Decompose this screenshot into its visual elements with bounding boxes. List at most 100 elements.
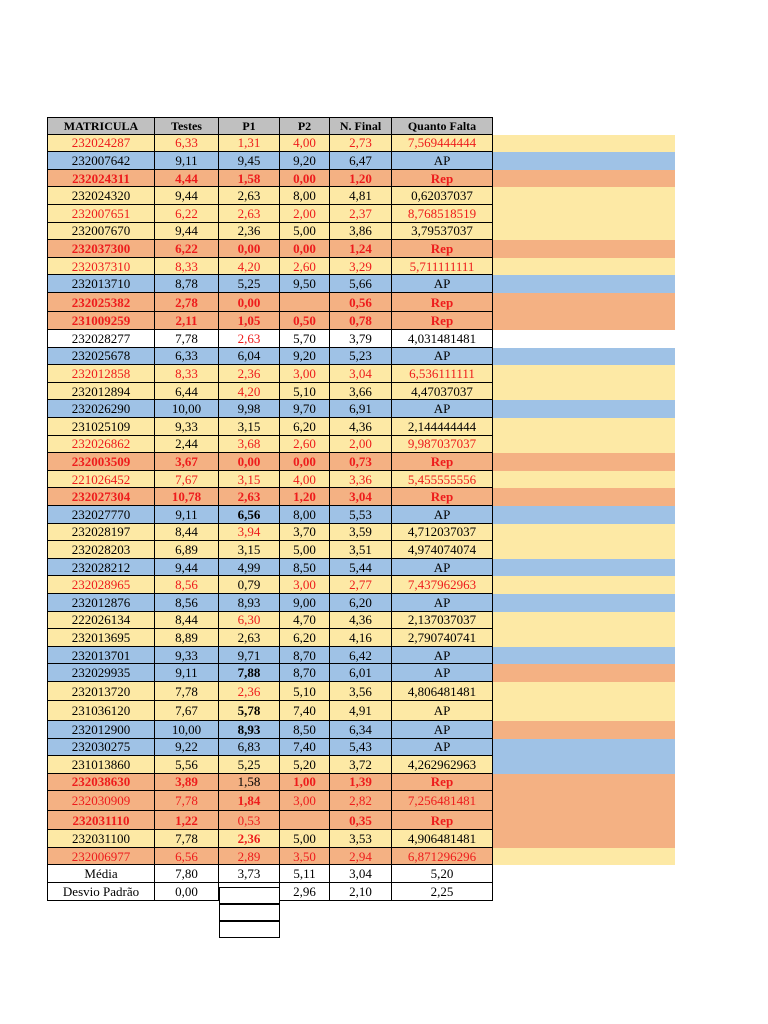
- header-quanto-falta[interactable]: Quanto Falta: [392, 117, 493, 135]
- nota-final-cell[interactable]: 2,37: [330, 204, 392, 223]
- nota-final-cell[interactable]: 5,44: [330, 558, 392, 577]
- quanto-falta-cell[interactable]: 0,62037037: [392, 187, 493, 205]
- p2-cell[interactable]: 3,00: [280, 791, 330, 811]
- quanto-falta-cell[interactable]: AP: [392, 400, 493, 418]
- matricula-cell[interactable]: 232026290: [47, 400, 155, 418]
- p1-cell[interactable]: 1,58: [219, 169, 280, 188]
- p2-cell[interactable]: 2,00: [280, 204, 330, 223]
- p1-cell[interactable]: 1,84: [219, 791, 280, 811]
- p1-cell[interactable]: 0,00: [219, 292, 280, 313]
- testes-cell[interactable]: 2,11: [155, 312, 219, 331]
- p2-cell[interactable]: 2,60: [280, 257, 330, 276]
- p2-cell[interactable]: 7,40: [280, 701, 330, 721]
- p1-cell[interactable]: 9,71: [219, 646, 280, 665]
- p2-cell[interactable]: 3,00: [280, 576, 330, 594]
- p1-cell[interactable]: 0,79: [219, 576, 280, 594]
- p1-cell[interactable]: 5,25: [219, 756, 280, 774]
- nota-final-cell[interactable]: 6,91: [330, 400, 392, 418]
- matricula-cell[interactable]: 221026452: [47, 470, 155, 489]
- testes-cell[interactable]: 7,78: [155, 681, 219, 702]
- testes-cell[interactable]: 8,89: [155, 629, 219, 647]
- nota-final-cell[interactable]: 2,73: [330, 134, 392, 153]
- p1-cell[interactable]: 2,63: [219, 330, 280, 348]
- p1-cell[interactable]: 2,36: [219, 365, 280, 383]
- matricula-cell[interactable]: 232007642: [47, 152, 155, 170]
- matricula-cell[interactable]: 232030909: [47, 791, 155, 811]
- nota-final-cell[interactable]: 2,94: [330, 847, 392, 866]
- p2-cell[interactable]: 3,00: [280, 365, 330, 383]
- nota-final-cell[interactable]: 0,56: [330, 292, 392, 313]
- testes-cell[interactable]: 7,80: [155, 865, 219, 884]
- matricula-cell[interactable]: 231025109: [47, 418, 155, 436]
- testes-cell[interactable]: 5,56: [155, 756, 219, 774]
- testes-cell[interactable]: 4,44: [155, 169, 219, 188]
- p1-cell[interactable]: 8,93: [219, 593, 280, 612]
- nota-final-cell[interactable]: 3,04: [330, 865, 392, 884]
- quanto-falta-cell[interactable]: AP: [392, 593, 493, 612]
- nota-final-cell[interactable]: 1,24: [330, 240, 392, 258]
- quanto-falta-cell[interactable]: Rep: [392, 312, 493, 331]
- matricula-cell[interactable]: 232012900: [47, 720, 155, 739]
- p1-cell[interactable]: 9,98: [219, 400, 280, 418]
- p2-cell[interactable]: 0,50: [280, 312, 330, 331]
- p2-cell[interactable]: 3,50: [280, 847, 330, 866]
- nota-final-cell[interactable]: 2,10: [330, 883, 392, 901]
- quanto-falta-cell[interactable]: 2,144444444: [392, 418, 493, 436]
- p2-cell[interactable]: 5,70: [280, 330, 330, 348]
- matricula-cell[interactable]: 232030275: [47, 738, 155, 757]
- testes-cell[interactable]: 7,78: [155, 791, 219, 811]
- quanto-falta-cell[interactable]: 9,987037037: [392, 435, 493, 454]
- header-p1[interactable]: P1: [219, 117, 280, 135]
- p2-cell[interactable]: 8,70: [280, 664, 330, 682]
- nota-final-cell[interactable]: 4,91: [330, 701, 392, 721]
- nota-final-cell[interactable]: 6,42: [330, 646, 392, 665]
- matricula-cell[interactable]: 232013701: [47, 646, 155, 665]
- testes-cell[interactable]: 9,22: [155, 738, 219, 757]
- empty-cell[interactable]: [219, 887, 280, 904]
- p1-cell[interactable]: 8,93: [219, 720, 280, 739]
- p2-cell[interactable]: 8,50: [280, 558, 330, 577]
- matricula-cell[interactable]: 232028212: [47, 558, 155, 577]
- quanto-falta-cell[interactable]: 4,974074074: [392, 541, 493, 559]
- p1-cell[interactable]: 4,20: [219, 382, 280, 401]
- testes-cell[interactable]: 2,78: [155, 292, 219, 313]
- p2-cell[interactable]: 3,70: [280, 523, 330, 542]
- nota-final-cell[interactable]: 5,23: [330, 347, 392, 366]
- nota-final-cell[interactable]: 6,01: [330, 664, 392, 682]
- p1-cell[interactable]: 2,36: [219, 830, 280, 848]
- p1-cell[interactable]: 0,00: [219, 240, 280, 258]
- quanto-falta-cell[interactable]: 2,25: [392, 883, 493, 901]
- p2-cell[interactable]: 1,00: [280, 773, 330, 792]
- quanto-falta-cell[interactable]: 4,47037037: [392, 382, 493, 401]
- testes-cell[interactable]: 7,67: [155, 470, 219, 489]
- testes-cell[interactable]: 2,44: [155, 435, 219, 454]
- p2-cell[interactable]: 9,50: [280, 275, 330, 293]
- testes-cell[interactable]: 8,44: [155, 611, 219, 630]
- matricula-cell[interactable]: 232037300: [47, 240, 155, 258]
- p2-cell[interactable]: 5,00: [280, 830, 330, 848]
- matricula-cell[interactable]: 232028277: [47, 330, 155, 348]
- testes-cell[interactable]: 6,22: [155, 204, 219, 223]
- matricula-cell[interactable]: 232007651: [47, 204, 155, 223]
- nota-final-cell[interactable]: 3,04: [330, 365, 392, 383]
- matricula-cell[interactable]: Desvio Padrão: [47, 883, 155, 901]
- p1-cell[interactable]: 2,36: [219, 681, 280, 702]
- matricula-cell[interactable]: 232006977: [47, 847, 155, 866]
- p2-cell[interactable]: 6,20: [280, 629, 330, 647]
- testes-cell[interactable]: 8,78: [155, 275, 219, 293]
- quanto-falta-cell[interactable]: 4,906481481: [392, 830, 493, 848]
- quanto-falta-cell[interactable]: AP: [392, 152, 493, 170]
- nota-final-cell[interactable]: 0,73: [330, 453, 392, 471]
- p2-cell[interactable]: 4,70: [280, 611, 330, 630]
- quanto-falta-cell[interactable]: 5,20: [392, 865, 493, 884]
- quanto-falta-cell[interactable]: 7,437962963: [392, 576, 493, 594]
- p2-cell[interactable]: 8,50: [280, 720, 330, 739]
- testes-cell[interactable]: 10,78: [155, 488, 219, 506]
- p1-cell[interactable]: 3,15: [219, 418, 280, 436]
- p2-cell[interactable]: 7,40: [280, 738, 330, 757]
- matricula-cell[interactable]: 232028203: [47, 541, 155, 559]
- p2-cell[interactable]: 0,00: [280, 240, 330, 258]
- quanto-falta-cell[interactable]: 7,569444444: [392, 134, 493, 153]
- quanto-falta-cell[interactable]: 6,871296296: [392, 847, 493, 866]
- p1-cell[interactable]: 6,83: [219, 738, 280, 757]
